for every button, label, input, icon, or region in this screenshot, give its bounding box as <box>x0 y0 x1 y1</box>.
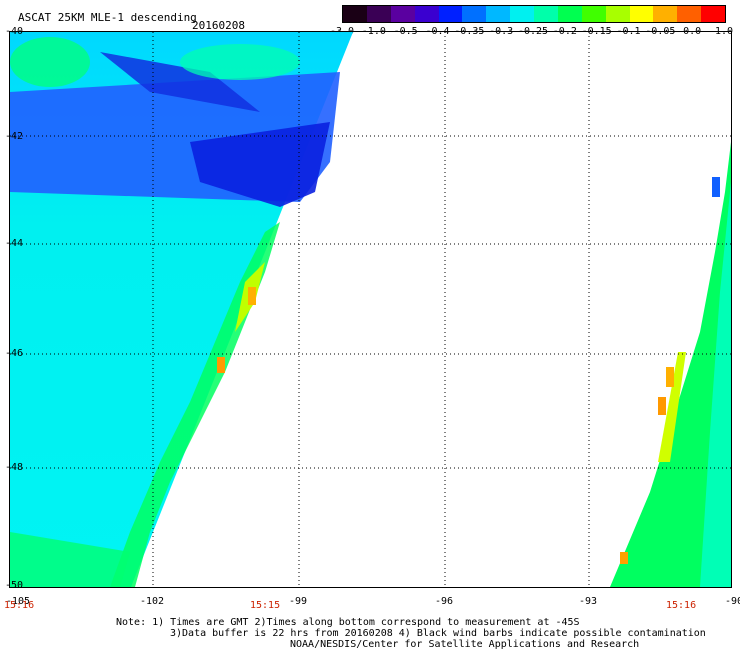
colorbar-segment <box>581 6 606 22</box>
lon-label: -99 <box>288 596 308 607</box>
map-title: ASCAT 25KM MLE-1 descending <box>18 11 197 24</box>
colorbar-segment <box>534 6 558 22</box>
right-swath-cyan <box>700 182 731 587</box>
lon-label: -90 <box>724 596 740 607</box>
lat-label: -50 <box>5 580 24 591</box>
colorbar-segment <box>486 6 511 22</box>
time-label-right: 15:16 <box>666 600 697 611</box>
orange-pixel <box>658 397 666 415</box>
time-label-left: 15:16 <box>4 600 35 611</box>
colorbar-segment <box>701 6 725 22</box>
colorbar-segment <box>557 6 582 22</box>
orange-pixel <box>666 367 674 387</box>
map-date: 20160208 <box>192 19 245 32</box>
green-edge-strip <box>110 222 280 587</box>
time-label-middle: 15:15 <box>250 600 281 611</box>
colorbar-segment <box>414 6 439 22</box>
lon-label: -93 <box>578 596 598 607</box>
green-patch <box>180 44 300 80</box>
swath-map-canvas <box>10 32 731 587</box>
lat-label: -46 <box>5 348 24 359</box>
lat-label: -48 <box>5 462 24 473</box>
colorbar-segment <box>510 6 534 22</box>
note-line-2: 3)Data buffer is 22 hrs from 20160208 4)… <box>170 628 706 639</box>
colorbar-segment <box>366 6 391 22</box>
green-patch <box>10 532 130 587</box>
colorbar-segment <box>343 6 367 22</box>
colorbar-segment <box>438 6 463 22</box>
right-swath <box>610 142 731 587</box>
colorbar-segment <box>462 6 487 22</box>
lon-label: -105 <box>5 596 31 607</box>
deep-blue-patch <box>190 122 330 207</box>
colorbar-segment <box>390 6 415 22</box>
lat-label: -42 <box>5 131 24 142</box>
orange-pixel <box>620 552 628 564</box>
colorbar-segment <box>629 6 654 22</box>
colorbar <box>342 5 726 23</box>
orange-pixel <box>217 357 225 373</box>
yellow-strip <box>658 352 686 462</box>
blue-pixel <box>712 177 720 197</box>
blue-streak <box>100 52 260 112</box>
note-line-1: Note: 1) Times are GMT 2)Times along bot… <box>116 617 580 628</box>
lon-label: -96 <box>434 596 454 607</box>
colorbar-segment <box>605 6 630 22</box>
note-line-3: NOAA/NESDIS/Center for Satellite Applica… <box>290 639 640 650</box>
green-patch <box>10 37 90 87</box>
lat-label: -40 <box>5 26 24 37</box>
lat-label: -44 <box>5 238 24 249</box>
swath-map[interactable] <box>9 31 732 588</box>
lon-label: -102 <box>139 596 165 607</box>
colorbar-segment <box>677 6 702 22</box>
orange-pixel <box>248 287 256 305</box>
colorbar-segment <box>653 6 678 22</box>
